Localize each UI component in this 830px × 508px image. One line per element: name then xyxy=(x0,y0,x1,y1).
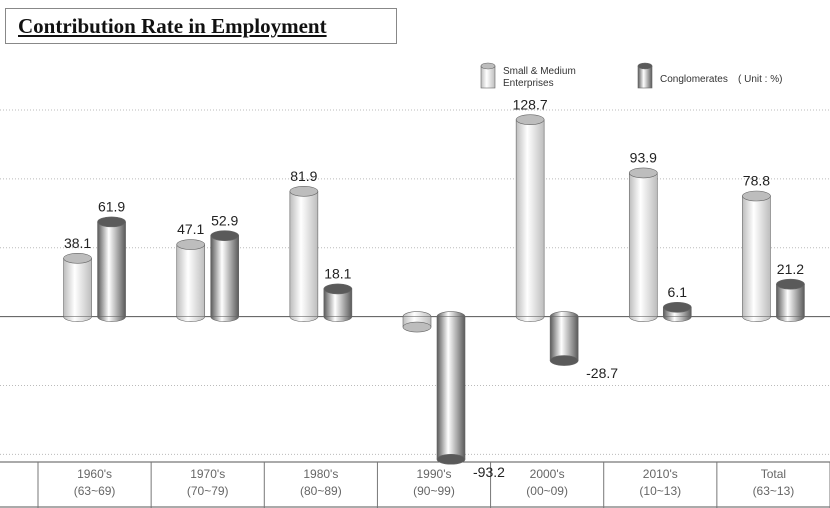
bar-body xyxy=(776,283,805,317)
bar-body xyxy=(176,244,206,317)
legend-swatch-top xyxy=(637,62,653,70)
unit-label: ( Unit : %) xyxy=(738,74,783,85)
bar xyxy=(210,230,240,322)
legend-label: Conglomerates xyxy=(660,74,728,85)
bar xyxy=(776,278,805,322)
x-tick-label: (63~13) xyxy=(753,484,795,498)
legend-label: Small & Medium Enterprises xyxy=(503,66,576,89)
value-label: 93.9 xyxy=(630,150,657,166)
x-tick-label: (63~69) xyxy=(74,484,116,498)
bar xyxy=(323,283,353,322)
bar-end xyxy=(662,301,692,313)
bar-end xyxy=(176,239,206,250)
value-label: 128.7 xyxy=(513,96,548,112)
legend-swatch xyxy=(480,62,496,89)
bar xyxy=(402,311,432,333)
x-tick-label: Total xyxy=(761,467,786,481)
x-tick-label: 2010's xyxy=(643,467,678,481)
x-tick-label: (90~99) xyxy=(413,484,455,498)
x-tick-label: 1980's xyxy=(303,467,338,481)
legend-swatch xyxy=(637,62,653,89)
x-tick-label: (00~09) xyxy=(526,484,568,498)
value-label: -93.2 xyxy=(473,464,505,480)
bar xyxy=(436,311,466,465)
x-tick-label: 1960's xyxy=(77,467,112,481)
chart-title: Contribution Rate in Employment xyxy=(5,8,397,44)
bar-end xyxy=(628,167,658,179)
bar-body xyxy=(436,316,466,460)
bar xyxy=(549,311,579,366)
value-label: 38.1 xyxy=(64,235,91,251)
value-label: 47.1 xyxy=(177,221,204,237)
bar-end xyxy=(323,283,353,295)
bar-end xyxy=(515,114,545,125)
bar-end xyxy=(549,355,579,366)
bar-body xyxy=(63,257,92,317)
value-label: -28.7 xyxy=(586,365,618,381)
bar xyxy=(628,167,658,322)
bar-end xyxy=(97,216,126,228)
bar xyxy=(289,185,319,322)
x-tick-label: (70~79) xyxy=(187,484,229,498)
x-tick-label: 2000's xyxy=(530,467,565,481)
bar xyxy=(97,216,126,322)
x-tick-label: (80~89) xyxy=(300,484,342,498)
bar-end xyxy=(63,252,92,264)
value-label: 61.9 xyxy=(98,199,125,215)
bar xyxy=(63,252,92,322)
legend-swatch-top xyxy=(480,62,496,70)
value-label: 21.2 xyxy=(777,261,804,277)
bar xyxy=(742,190,771,322)
value-label: 18.1 xyxy=(324,266,351,282)
value-label: 78.8 xyxy=(743,173,770,189)
bar xyxy=(515,114,545,322)
value-label: 52.9 xyxy=(211,212,238,228)
value-label: 81.9 xyxy=(290,168,317,184)
x-tick-label: 1990's xyxy=(417,467,452,481)
bar-end xyxy=(776,278,805,290)
value-label: 6.1 xyxy=(668,284,688,300)
bar-end xyxy=(289,185,319,197)
bar xyxy=(176,239,206,322)
bar-body xyxy=(628,172,658,317)
x-tick-label: 1970's xyxy=(190,467,225,481)
bar-end xyxy=(402,321,432,333)
bar-end xyxy=(436,453,466,465)
bar-body xyxy=(549,316,579,361)
bar xyxy=(662,301,692,322)
bar-body xyxy=(515,119,545,317)
bar-body xyxy=(210,235,240,317)
bar-body xyxy=(97,221,126,317)
bar-end xyxy=(742,190,771,202)
x-tick-label: (10~13) xyxy=(639,484,681,498)
bar-body xyxy=(742,195,771,317)
bar-end xyxy=(210,230,240,241)
bar-body xyxy=(289,190,319,317)
